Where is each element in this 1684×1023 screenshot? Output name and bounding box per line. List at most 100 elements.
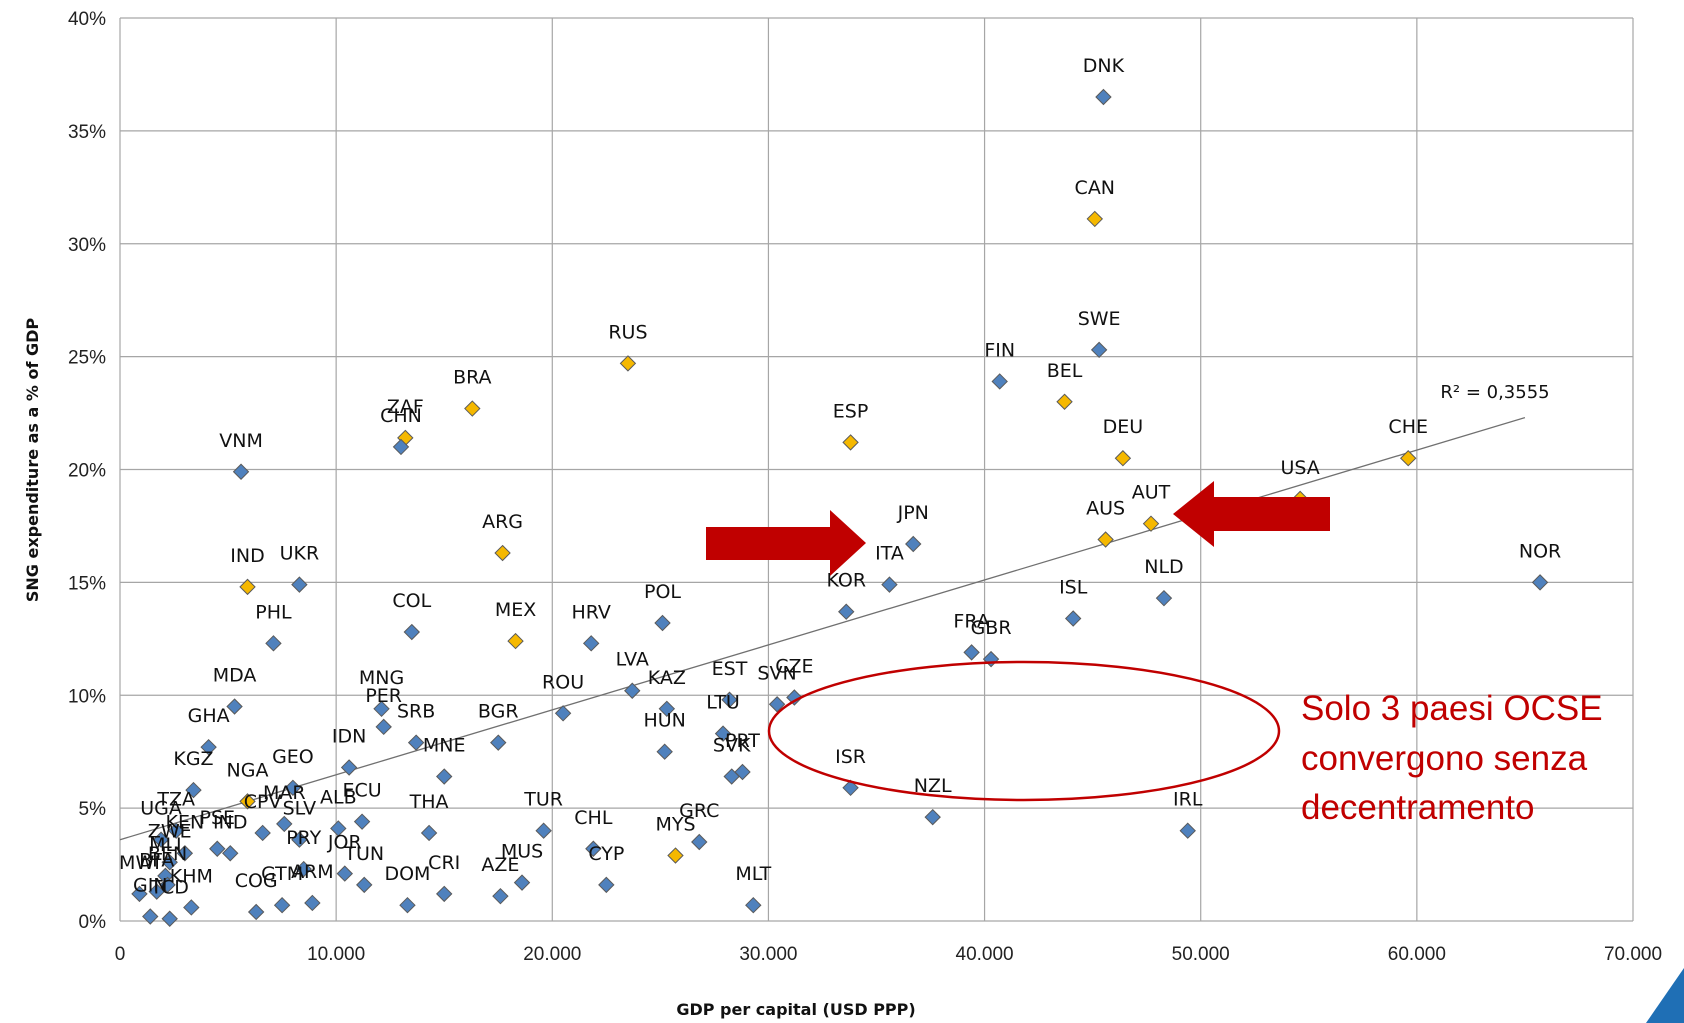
point-marker-swe xyxy=(1090,341,1108,359)
point-marker-bfa xyxy=(148,883,165,900)
point-label-mus: MUS xyxy=(501,841,543,863)
point-label-mys: MYS xyxy=(655,814,695,836)
point-marker-aus xyxy=(1097,531,1114,548)
x-axis-title: GDP per capital (USD PPP) xyxy=(676,1000,915,1019)
point-marker-chn xyxy=(392,438,410,456)
point-label-mng: MNG xyxy=(359,667,404,689)
point-marker-nga xyxy=(239,793,256,810)
point-label-geo: GEO xyxy=(272,746,314,768)
point-label-nld: NLD xyxy=(1144,556,1183,578)
annotation-line-1: Solo 3 paesi OCSE xyxy=(1301,689,1603,728)
point-label-col: COL xyxy=(392,590,431,612)
point-marker-chl xyxy=(585,840,602,857)
point-marker-arm xyxy=(304,894,321,912)
point-label-bra: BRA xyxy=(453,367,491,389)
point-label-uga: UGA xyxy=(140,798,182,820)
point-marker-ken xyxy=(176,845,194,862)
point-label-isr: ISR xyxy=(835,746,866,768)
point-label-tha: THA xyxy=(409,791,449,813)
point-label-slv: SLV xyxy=(283,798,317,820)
y-tick-label: 25% xyxy=(68,348,106,369)
point-label-est: EST xyxy=(712,658,748,680)
point-label-prt: PRT xyxy=(725,730,760,752)
highlight-ellipse xyxy=(767,660,1281,802)
point-marker-mex xyxy=(507,632,524,650)
y-tick-label: 20% xyxy=(68,461,106,482)
point-marker-kaz xyxy=(658,700,676,718)
x-tick-label: 20.000 xyxy=(523,944,581,965)
point-marker-dom xyxy=(399,896,416,914)
point-label-jor: JOR xyxy=(327,832,362,854)
x-tick-label: 70.000 xyxy=(1604,944,1662,965)
point-label-rus: RUS xyxy=(608,321,647,343)
point-label-tun: TUN xyxy=(343,843,384,865)
annotation-line-3: decentramento xyxy=(1301,788,1534,827)
point-marker-che xyxy=(1400,450,1417,467)
point-marker-hun xyxy=(656,743,673,760)
point-label-pse: PSE xyxy=(199,807,235,829)
point-label-mda: MDA xyxy=(213,665,257,687)
point-marker-bgr xyxy=(490,734,507,751)
point-marker-grc xyxy=(691,833,708,851)
point-label-dnk: DNK xyxy=(1083,55,1125,77)
point-marker-aze xyxy=(492,887,509,905)
point-label-ita: ITA xyxy=(875,543,904,565)
arrow-left-icon xyxy=(1173,481,1330,547)
point-label-hun: HUN xyxy=(643,710,685,732)
point-label-ukr: UKR xyxy=(280,543,320,565)
point-marker-rou xyxy=(554,705,572,722)
point-marker-ukr xyxy=(291,576,308,593)
r-squared-label: R² = 0,3555 xyxy=(1440,382,1549,403)
point-label-kor: KOR xyxy=(826,570,866,592)
point-marker-ben xyxy=(159,876,176,894)
point-marker-phl xyxy=(265,635,282,652)
point-marker-isr xyxy=(842,779,859,797)
point-label-pry: PRY xyxy=(286,827,321,849)
point-marker-tcd xyxy=(161,910,178,927)
point-marker-mwi xyxy=(131,885,148,903)
point-label-aut: AUT xyxy=(1132,482,1171,504)
data-points xyxy=(131,88,1549,927)
point-marker-fra xyxy=(963,644,980,661)
x-tick-label: 50.000 xyxy=(1172,944,1230,965)
point-label-nga: NGA xyxy=(227,759,269,781)
point-label-cpv: CPV xyxy=(244,791,282,813)
point-labels: DNK CAN SWE FIN BEL DEU CHE USA AUT AUS NOR NLD ISL F… xyxy=(119,55,1561,899)
point-label-swe: SWE xyxy=(1078,308,1121,330)
y-tick-label: 35% xyxy=(68,122,106,143)
y-axis-title: SNG expenditure as a % of GDP xyxy=(23,318,42,603)
point-label-zaf: ZAF xyxy=(387,396,424,418)
point-marker-vnm xyxy=(232,463,250,480)
point-label-tza: TZA xyxy=(156,789,195,811)
point-label-irl: IRL xyxy=(1173,789,1203,811)
point-marker-arg xyxy=(494,544,511,562)
point-label-deu: DEU xyxy=(1103,416,1144,438)
point-marker-mys xyxy=(667,847,684,864)
point-label-srb: SRB xyxy=(397,701,435,723)
point-label-ecu: ECU xyxy=(342,780,381,802)
x-tick-label: 40.000 xyxy=(956,944,1014,965)
point-marker-deu xyxy=(1114,450,1132,467)
point-label-fra: FRA xyxy=(953,610,989,632)
point-marker-bra xyxy=(464,400,481,417)
point-marker-kgz xyxy=(185,781,202,799)
point-label-chn: CHN xyxy=(380,405,422,427)
point-marker-nzl xyxy=(924,808,941,826)
y-tick-label: 0% xyxy=(79,912,107,933)
x-tick-label: 60.000 xyxy=(1388,944,1446,965)
point-label-aze: AZE xyxy=(481,854,519,876)
point-label-arg: ARG xyxy=(482,511,523,533)
point-marker-slv xyxy=(291,831,308,848)
point-marker-cri xyxy=(436,885,453,903)
point-label-zwe: ZWE xyxy=(148,820,192,842)
y-tick-label: 30% xyxy=(68,235,106,256)
point-label-tur: TUR xyxy=(523,789,563,811)
point-label-mex: MEX xyxy=(495,599,536,621)
point-marker-est xyxy=(721,691,738,708)
point-marker-uga xyxy=(152,831,170,848)
point-label-esp: ESP xyxy=(833,400,869,422)
point-marker-esp xyxy=(842,434,859,451)
point-label-dom: DOM xyxy=(384,863,430,885)
point-label-ind: IND xyxy=(213,811,247,833)
